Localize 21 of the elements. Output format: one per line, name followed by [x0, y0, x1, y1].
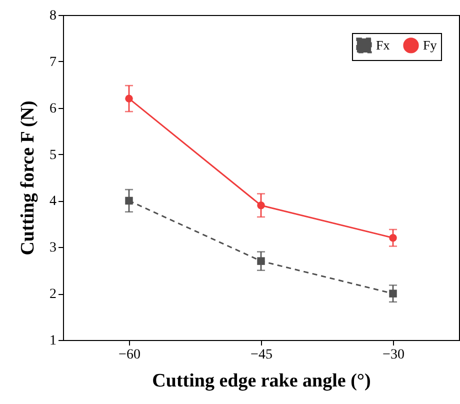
x-tick-label: −45 [250, 348, 272, 362]
x-tick-label: −30 [382, 348, 404, 362]
point [125, 94, 133, 102]
y-tick-label: 2 [50, 287, 56, 302]
y-tick-label: 5 [50, 148, 56, 163]
legend-label: Fy [423, 37, 438, 52]
y-axis-title: Cutting force F (N) [18, 100, 38, 256]
y-tick-label: 3 [50, 240, 56, 256]
point [257, 201, 265, 210]
y-tick-label: 6 [50, 101, 56, 116]
legend-label: Fx [376, 37, 390, 52]
y-tick-label: 1 [50, 334, 56, 348]
x-tick-label: −60 [118, 348, 140, 362]
y-tick-label: 7 [50, 54, 56, 70]
point [389, 234, 397, 242]
x-axis-title: Cutting edge rake angle (°) [152, 370, 371, 392]
point [125, 196, 133, 205]
y-tick-label: 8 [50, 8, 56, 24]
y-tick-label: 4 [50, 194, 56, 210]
point [257, 257, 265, 265]
point [389, 290, 397, 298]
